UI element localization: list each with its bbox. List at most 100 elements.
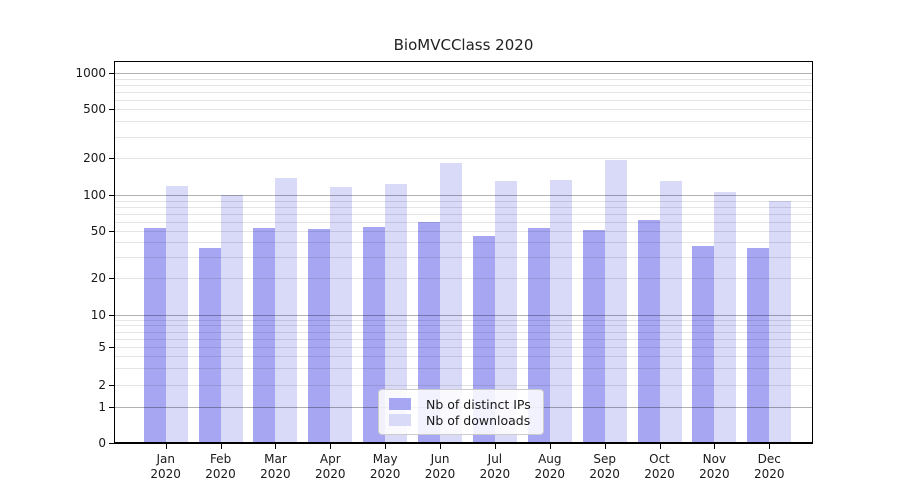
plot-frame-left bbox=[114, 61, 115, 443]
gridline-minor bbox=[114, 385, 813, 386]
y-tick-label: 50 bbox=[90, 224, 106, 238]
gridline-minor bbox=[114, 206, 813, 208]
gridline-major bbox=[114, 195, 813, 197]
y-tick bbox=[109, 407, 114, 409]
x-tick-month: Feb bbox=[209, 452, 232, 466]
bar-downloads bbox=[440, 163, 463, 444]
bar-distinct-ips bbox=[253, 227, 276, 444]
bar-downloads bbox=[275, 177, 298, 444]
gridline-minor bbox=[114, 200, 813, 202]
gridline-major bbox=[114, 73, 813, 75]
x-tick-month: Apr bbox=[319, 452, 341, 466]
legend-entry-distinct-ips: Nb of distinct IPs bbox=[389, 396, 533, 412]
bar-distinct-ips bbox=[198, 247, 221, 444]
bar-downloads bbox=[714, 192, 737, 444]
x-tick-label: Apr 2020 bbox=[302, 452, 358, 482]
x-tick bbox=[165, 444, 167, 450]
x-tick-year: 2020 bbox=[205, 467, 236, 481]
legend: Nb of distinct IPs Nb of downloads bbox=[378, 389, 544, 435]
bar-downloads bbox=[769, 200, 792, 444]
x-tick-label: Jul 2020 bbox=[467, 452, 523, 482]
y-tick bbox=[109, 158, 114, 160]
x-tick-year: 2020 bbox=[315, 467, 346, 481]
gridline-minor bbox=[114, 325, 813, 327]
x-tick-month: Jun bbox=[430, 452, 450, 466]
bar-downloads bbox=[494, 181, 517, 444]
x-tick-month: Dec bbox=[757, 452, 781, 466]
x-tick bbox=[385, 444, 387, 450]
x-tick-year: 2020 bbox=[150, 467, 181, 481]
x-tick-month: Jan bbox=[156, 452, 175, 466]
bar-downloads bbox=[549, 179, 572, 444]
y-tick bbox=[109, 277, 114, 279]
x-tick-year: 2020 bbox=[534, 467, 566, 481]
gridline-minor bbox=[114, 221, 813, 223]
x-tick-label: Nov 2020 bbox=[686, 452, 742, 482]
gridline-minor bbox=[114, 277, 813, 279]
x-tick bbox=[769, 444, 771, 450]
y-tick bbox=[109, 195, 114, 197]
bar-downloads bbox=[604, 159, 627, 444]
x-tick-month: Nov bbox=[702, 452, 727, 466]
chart-title: BioMVCClass 2020 bbox=[393, 36, 534, 54]
gridline-major bbox=[114, 315, 813, 316]
y-tick-label: 10 bbox=[90, 308, 106, 322]
gridline-minor bbox=[114, 136, 813, 138]
x-tick-label: Jan 2020 bbox=[138, 452, 194, 482]
gridline-minor bbox=[114, 78, 813, 80]
x-tick-label: Dec 2020 bbox=[741, 452, 797, 482]
y-tick bbox=[109, 315, 114, 316]
gridline-minor bbox=[114, 158, 813, 160]
bar-distinct-ips bbox=[692, 246, 715, 444]
x-tick-label: Mar 2020 bbox=[247, 452, 303, 482]
y-tick-label: 200 bbox=[83, 151, 106, 166]
y-tick bbox=[109, 347, 114, 349]
y-tick-label: 1 bbox=[98, 400, 106, 415]
x-tick-year: 2020 bbox=[260, 467, 291, 481]
x-tick bbox=[330, 444, 332, 450]
y-tick-label: 100 bbox=[83, 188, 106, 203]
x-tick bbox=[604, 444, 606, 450]
x-tick-label: Feb 2020 bbox=[193, 452, 249, 482]
gridline-minor bbox=[114, 91, 813, 93]
y-tick-label: 1000 bbox=[75, 66, 106, 81]
gridline-minor bbox=[114, 356, 813, 358]
x-tick bbox=[549, 444, 551, 450]
x-tick-label: May 2020 bbox=[357, 452, 413, 482]
gridline-minor bbox=[114, 213, 813, 215]
x-tick bbox=[275, 444, 277, 450]
gridline-minor bbox=[114, 319, 813, 321]
gridline-minor bbox=[114, 242, 813, 244]
y-tick bbox=[109, 109, 114, 111]
plot-area bbox=[114, 61, 813, 444]
y-tick bbox=[109, 231, 114, 232]
x-tick-month: May bbox=[372, 452, 398, 466]
gridline-minor bbox=[114, 231, 813, 232]
y-tick bbox=[109, 73, 114, 75]
x-tick-year: 2020 bbox=[644, 467, 675, 481]
y-tick-label: 20 bbox=[90, 270, 106, 285]
gridline-minor bbox=[114, 347, 813, 349]
bar-downloads bbox=[385, 183, 408, 444]
gridline-minor bbox=[114, 331, 813, 333]
gridline-minor bbox=[114, 121, 813, 123]
x-tick-month: Aug bbox=[538, 452, 562, 466]
gridline-minor bbox=[114, 99, 813, 101]
y-tick-label: 500 bbox=[83, 102, 106, 117]
legend-label-downloads: Nb of downloads bbox=[426, 412, 531, 428]
x-tick-month: Jul bbox=[487, 452, 503, 466]
bar-distinct-ips bbox=[143, 227, 166, 444]
y-tick-label: 5 bbox=[98, 340, 106, 355]
x-tick-month: Oct bbox=[649, 452, 670, 466]
gridline-minor bbox=[114, 338, 813, 340]
legend-swatch-downloads bbox=[389, 414, 411, 426]
x-tick-label: Jun 2020 bbox=[412, 452, 468, 482]
bar-downloads bbox=[330, 187, 353, 444]
legend-entry-downloads: Nb of downloads bbox=[389, 412, 533, 428]
x-tick bbox=[440, 444, 442, 450]
x-tick-year: 2020 bbox=[479, 467, 511, 481]
x-tick bbox=[659, 444, 661, 450]
x-tick-year: 2020 bbox=[589, 467, 620, 481]
x-tick-year: 2020 bbox=[699, 467, 730, 481]
